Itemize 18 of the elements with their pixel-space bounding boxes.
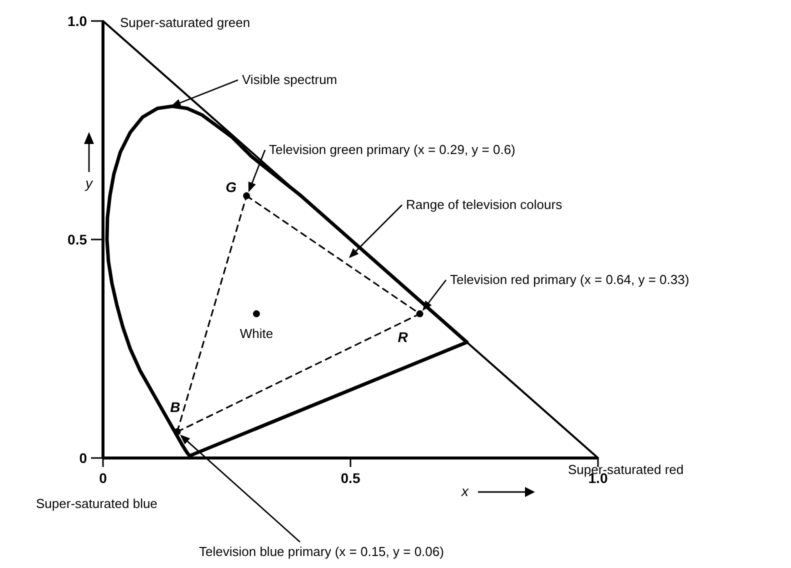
annotation: Television green primary (x = 0.29, y = 0.6) <box>269 142 516 157</box>
x-tick-label: 0 <box>99 470 108 486</box>
text: Television blue primary (x = 0.15, y = 0.06) <box>199 544 444 559</box>
y-tick-label: 1.0 <box>68 13 88 29</box>
x-axis-title: x <box>460 483 470 499</box>
text: Super-saturated blue <box>36 496 158 511</box>
x-tick-label: 0.5 <box>340 470 360 486</box>
annotation: Super-saturated green <box>120 15 250 30</box>
annotation: G <box>226 178 237 195</box>
annotation: Visible spectrum <box>242 72 338 87</box>
annotation: B <box>170 398 180 415</box>
y-tick-label: 0.5 <box>68 232 88 248</box>
annotation: White <box>240 326 274 341</box>
annotation: Television red primary (x = 0.64, y = 0.33) <box>450 272 690 287</box>
annotation: Range of television colours <box>406 197 563 212</box>
y-tick-label: 0 <box>79 450 88 466</box>
annotation: R <box>398 328 409 345</box>
y-axis-title: y <box>84 175 94 191</box>
